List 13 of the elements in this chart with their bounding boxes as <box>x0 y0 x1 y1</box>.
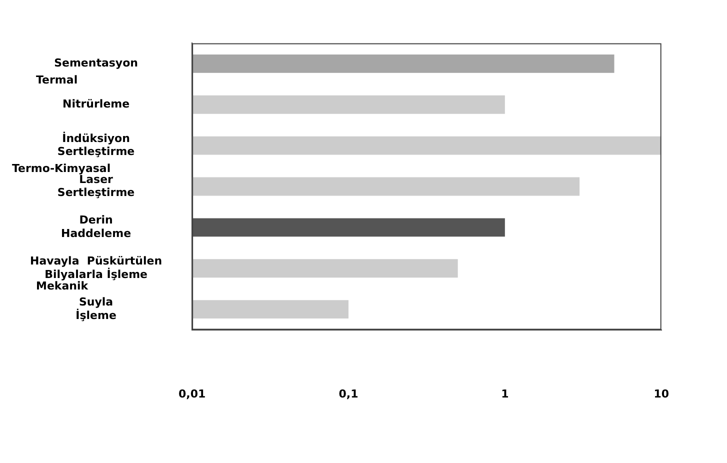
x-tick-label: 0,01 <box>178 387 206 400</box>
x-tick-label: 0,1 <box>338 387 358 400</box>
y-tick-label: Havayla Püskürtülen Bilyalarla İşleme <box>30 254 162 281</box>
y-tick-label: Nitrürleme <box>62 97 130 110</box>
text: Termo-Kimyasal <box>12 162 111 176</box>
text: Termal <box>36 73 78 86</box>
y-tick-label: Suyla İşleme <box>76 296 116 322</box>
x-tick-label: 10 <box>654 387 670 400</box>
y-tick-label: Sementasyon <box>54 56 138 70</box>
y-tick-label: Derin Haddeleme <box>61 214 132 240</box>
y-tick-label: İndüksiyon Sertleştirme <box>57 130 135 158</box>
x-tick-label: 1 <box>501 387 509 400</box>
text: Mekanik <box>36 280 89 293</box>
